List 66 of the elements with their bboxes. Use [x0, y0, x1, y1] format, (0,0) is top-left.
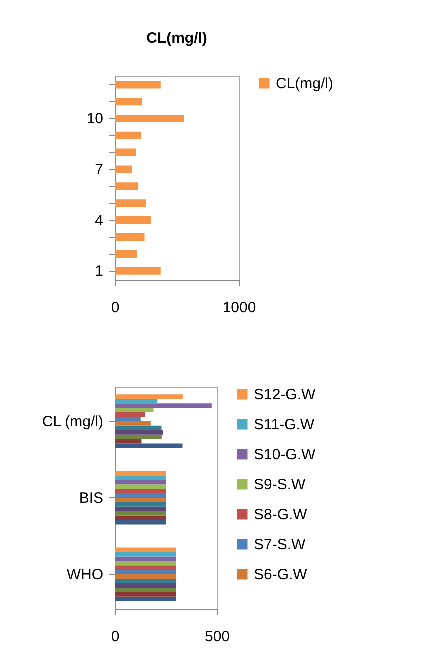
bar: [115, 394, 183, 400]
legend-label: S9-S.W: [254, 476, 307, 494]
x-tick-label: 0: [111, 628, 120, 646]
bar: [115, 421, 151, 426]
bar: [115, 233, 145, 242]
y-tick-label: CL (mg/l): [42, 413, 104, 430]
legend-label: S12-G.W: [254, 386, 317, 404]
bar: [115, 98, 142, 106]
bar: [115, 471, 166, 476]
bar: [115, 592, 176, 597]
bar: [115, 552, 176, 557]
bar: [115, 216, 151, 224]
x-tick-label: 0: [111, 300, 120, 316]
x-tick-label: 1000: [222, 300, 256, 316]
bar: [115, 412, 146, 417]
legend-label: S10-G.W: [254, 446, 317, 464]
bar: [115, 399, 158, 404]
bar: [115, 132, 142, 140]
legend-label: S7-S.W: [254, 536, 307, 554]
legend-label: S11-G.W: [254, 416, 316, 434]
y-tick-label: 4: [95, 212, 104, 230]
bar: [115, 166, 132, 174]
bar: [115, 250, 138, 258]
bar: [115, 426, 162, 430]
legend-label: S8-G.W: [254, 506, 308, 524]
bar: [115, 579, 176, 584]
x-tick-label: 500: [204, 628, 230, 646]
bar: [115, 200, 146, 208]
chart-title: CL(mg/l): [146, 30, 208, 47]
bar: [115, 511, 166, 516]
bar: [115, 484, 166, 490]
bar: [115, 148, 136, 156]
bar: [115, 408, 154, 413]
bar: [115, 561, 176, 566]
bar: [115, 494, 166, 498]
legend-label: S6-G.W: [254, 566, 308, 584]
bar: [115, 574, 176, 580]
bar: [115, 476, 166, 480]
y-tick-label: BIS: [79, 490, 104, 507]
bar: [115, 516, 166, 520]
bar: [115, 182, 139, 190]
bar: [115, 267, 161, 275]
y-tick-label: 1: [95, 263, 104, 280]
bar: [115, 498, 166, 502]
bar: [115, 502, 166, 507]
legend-label: CL(mg/l): [276, 76, 334, 92]
bar: [115, 404, 212, 408]
bar: [115, 566, 176, 570]
bar: [115, 114, 184, 123]
bar: [115, 596, 176, 602]
bar: [115, 570, 176, 575]
bar: [115, 583, 176, 588]
y-tick-label: WHO: [66, 566, 104, 584]
y-tick-label: 10: [86, 110, 104, 128]
bar: [115, 416, 141, 422]
bar: [115, 556, 176, 562]
bar: [115, 434, 162, 440]
bar: [115, 520, 166, 525]
bar: [115, 430, 164, 435]
bar: [115, 506, 166, 512]
bar: [115, 480, 166, 485]
bar: [115, 489, 166, 494]
bar: [115, 588, 176, 592]
bar: [115, 81, 161, 89]
bar: [115, 439, 142, 444]
y-tick-label: 7: [95, 162, 104, 179]
